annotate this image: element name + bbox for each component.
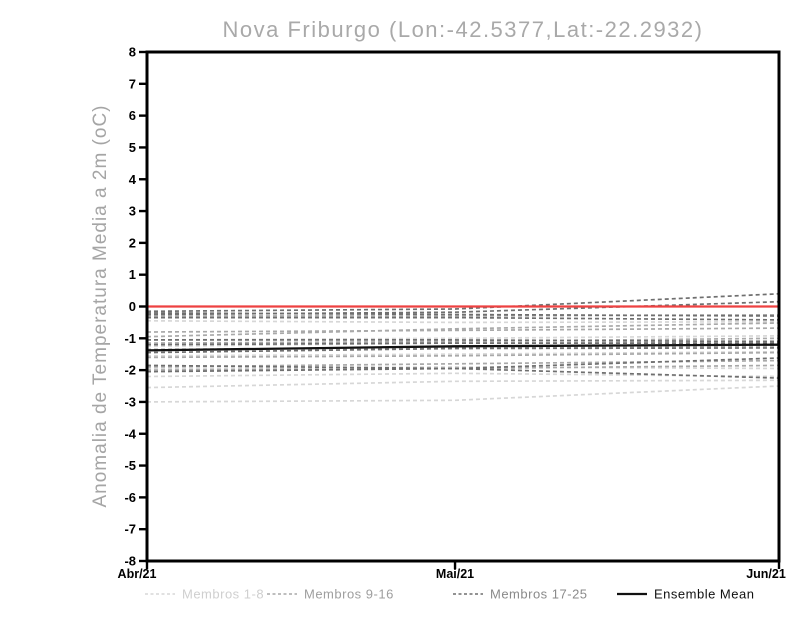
member-line-dark <box>146 312 780 317</box>
ensemble-mean-line <box>146 343 780 352</box>
x-tick-label: Jun/21 <box>746 567 786 581</box>
member-line-dark <box>146 300 780 316</box>
member-line-dark <box>146 357 780 373</box>
y-tick-label: 6 <box>129 108 136 123</box>
x-tick-label: Mai/21 <box>436 567 474 581</box>
member-line-dark <box>146 292 780 313</box>
y-tick-label: -4 <box>124 426 136 441</box>
y-tick-label: 7 <box>129 76 136 91</box>
y-tick-label: 8 <box>129 45 136 60</box>
member-line-medium <box>146 359 780 368</box>
member-line-dark <box>146 342 779 346</box>
y-tick-label: -3 <box>124 394 136 409</box>
y-tick-label: -6 <box>124 490 136 505</box>
member-line-light <box>146 379 780 389</box>
member-line-medium <box>146 322 780 338</box>
legend-label: Ensemble Mean <box>654 587 754 602</box>
series-layer <box>146 292 780 403</box>
member-line-light <box>146 385 780 403</box>
y-axis-label: Anomalia de Temperatura Media a 2m (oC) <box>90 105 111 508</box>
x-tick-label: Abr/21 <box>118 567 157 581</box>
legend-label: Membros 9-16 <box>304 587 394 602</box>
y-tick-label: 5 <box>129 140 136 155</box>
y-tick-label: -8 <box>124 554 136 569</box>
member-line-light <box>146 366 780 370</box>
y-tick-label: 1 <box>129 267 136 282</box>
member-line-medium <box>146 327 780 333</box>
member-line-light <box>146 350 780 357</box>
member-line-light <box>146 319 780 324</box>
legend-label: Membros 1-8 <box>182 587 264 602</box>
member-line-light <box>146 334 780 341</box>
y-tick-label: -2 <box>124 363 136 378</box>
y-tick-label: 2 <box>129 235 136 250</box>
y-tick-label: 4 <box>129 172 137 187</box>
y-tick-label: -5 <box>124 458 136 473</box>
chart-legend: Membros 1-8 Membros 9-16 Membros 17-25 Ense… <box>145 587 754 602</box>
member-line-medium <box>146 337 780 344</box>
member-line-medium <box>146 351 780 359</box>
chart-title: Nova Friburgo (Lon:-42.5377,Lat:-22.2932… <box>223 17 704 42</box>
member-line-dark <box>147 316 780 321</box>
member-line-dark <box>146 347 780 354</box>
y-tick-label: 0 <box>129 299 136 314</box>
y-tick-label: -1 <box>124 331 136 346</box>
legend-label: Membros 17-25 <box>490 587 588 602</box>
member-line-medium <box>147 313 780 317</box>
member-line-dark <box>147 339 780 343</box>
y-tick-label: -7 <box>124 522 136 537</box>
member-line-light <box>146 372 780 378</box>
y-tick-label: 3 <box>129 204 136 219</box>
